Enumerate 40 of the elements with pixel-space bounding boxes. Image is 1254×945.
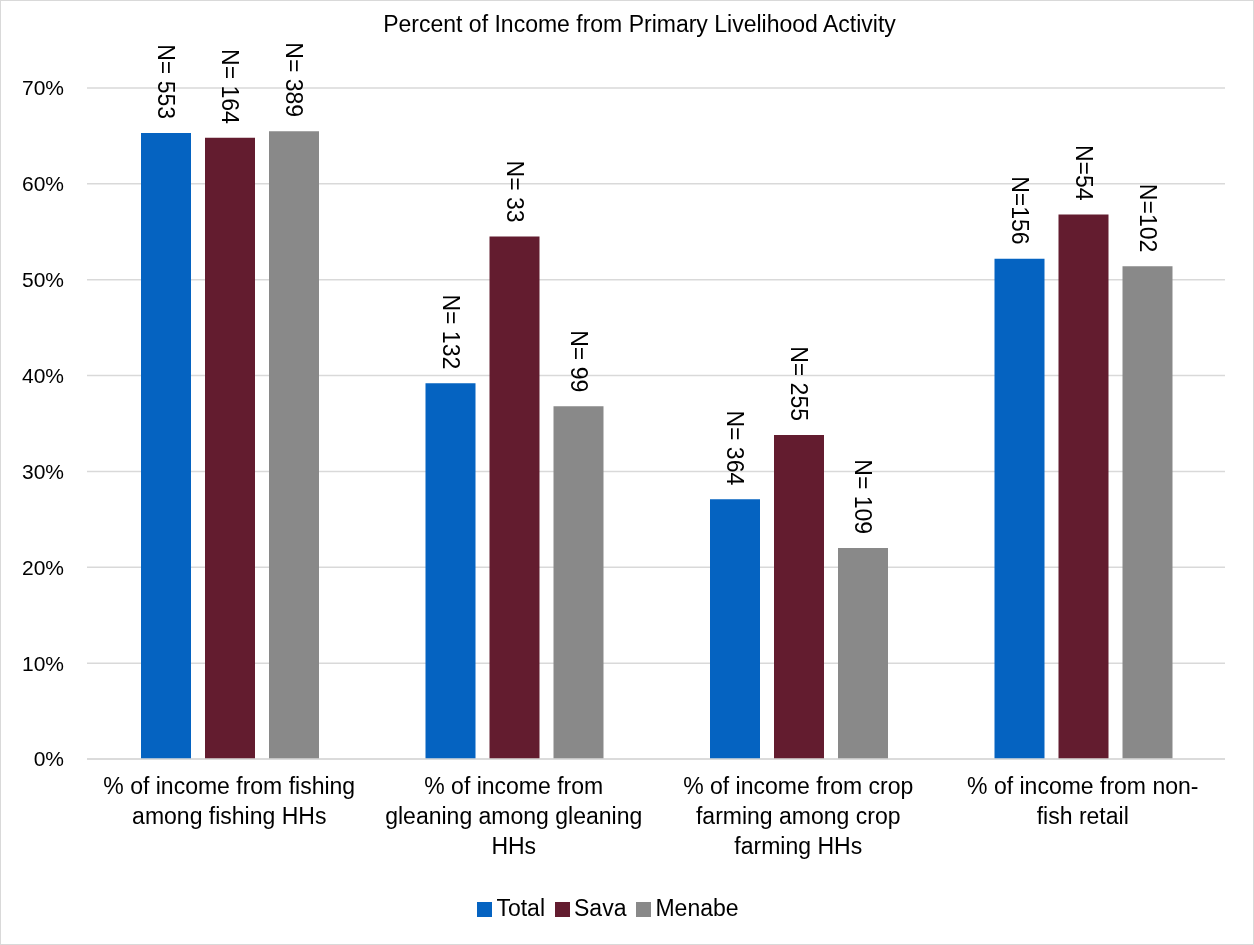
bar <box>489 236 540 759</box>
y-tick-label: 40% <box>21 364 64 388</box>
bar <box>838 548 888 759</box>
annotation: N= 99 <box>565 330 592 393</box>
y-tick-label: 10% <box>21 651 64 675</box>
chart-title: Percent of Income from Primary Livelihood Activity <box>383 11 896 38</box>
legend-label: Total <box>496 895 546 921</box>
y-tick-label: 70% <box>21 76 64 100</box>
annotation: N= 553 <box>153 44 179 120</box>
annotation: N= 255 <box>786 346 812 421</box>
annotation: N= 132 <box>437 294 464 370</box>
annotation: N= 109 <box>850 459 876 535</box>
y-tick-label: 50% <box>21 268 64 292</box>
annotation: N= 33 <box>501 160 528 223</box>
annotation: N=102 <box>1134 183 1161 253</box>
y-tick-label: 20% <box>21 555 64 579</box>
bar <box>425 383 476 759</box>
annotation: N= 164 <box>217 49 243 125</box>
y-tick-label: 60% <box>21 172 64 196</box>
bar <box>141 133 191 759</box>
x-tick-label: % of income from gleaning among gleaning HHs <box>385 772 643 859</box>
y-tick-label: 0% <box>33 747 64 771</box>
x-tick-label: % of income from non-fish retail <box>967 772 1199 829</box>
bar <box>553 406 604 759</box>
annotation: N= 364 <box>722 410 748 486</box>
x-tick-label: % of income from fishing among fishing HHs <box>103 772 356 829</box>
annotation: N=54 <box>1070 144 1097 201</box>
bar <box>1058 214 1109 759</box>
bar <box>269 131 319 759</box>
annotation: N= 389 <box>281 42 307 118</box>
legend-label: Menabe <box>655 895 739 921</box>
bar <box>205 137 255 759</box>
x-tick-label: % of income from crop farming among crop farming HHs <box>683 772 914 859</box>
annotation: N=156 <box>1006 176 1033 245</box>
y-tick-label: 30% <box>21 459 64 483</box>
bar <box>774 435 824 759</box>
bar <box>1122 266 1173 759</box>
bar <box>994 258 1045 759</box>
legend-label: Sava <box>574 895 627 921</box>
bar <box>710 499 760 759</box>
